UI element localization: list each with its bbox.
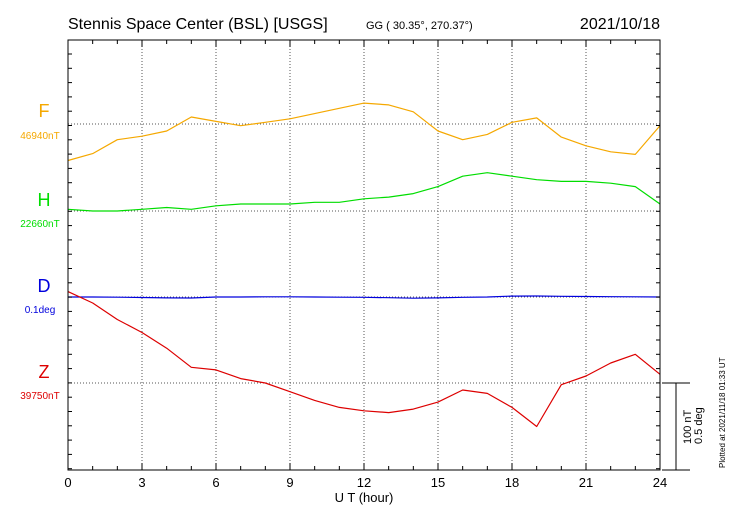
series-baseline-H: 22660nT: [20, 219, 59, 230]
x-tick-label-9: 9: [286, 475, 293, 490]
grid-lines: [68, 40, 660, 470]
scale-bar-deg-label: 0.5 deg: [693, 407, 705, 444]
series-lines: [67, 102, 661, 428]
x-tick-label-15: 15: [431, 475, 445, 490]
series-label-D: D: [38, 276, 51, 296]
scale-bar-nt-label: 100 nT: [682, 409, 694, 444]
series-baseline-F: 46940nT: [20, 131, 59, 142]
series-label-H: H: [38, 190, 51, 210]
series-label-Z: Z: [39, 362, 50, 382]
station-title: Stennis Space Center (BSL) [USGS]: [68, 16, 328, 33]
scale-bar: 100 nT 0.5 deg: [662, 382, 705, 471]
series-labels: F 46940nT H 22660nT D 0.1deg Z 39750nT: [20, 101, 59, 402]
x-tick-label-24: 24: [653, 475, 667, 490]
plot-frame: [67, 39, 661, 471]
y-ticks: [68, 53, 660, 470]
plotted-at-note: Plotted at 2021/11/18 01:33 UT: [718, 357, 727, 468]
series-line-Z: [67, 291, 661, 428]
x-tick-label-6: 6: [212, 475, 219, 490]
chart-date: 2021/10/18: [580, 16, 660, 33]
series-line-D: [68, 295, 661, 299]
series-baseline-D: 0.1deg: [25, 305, 56, 316]
x-tick-label-18: 18: [505, 475, 519, 490]
x-tick-label-21: 21: [579, 475, 593, 490]
x-tick-label-0: 0: [64, 475, 71, 490]
x-axis-label: U T (hour): [335, 490, 394, 505]
x-ticks: 0 3 6 9 12 15 18 21 24: [64, 40, 667, 490]
series-baseline-Z: 39750nT: [20, 391, 59, 402]
x-tick-label-3: 3: [138, 475, 145, 490]
x-tick-label-12: 12: [357, 475, 371, 490]
station-coords: GG ( 30.35°, 270.37°): [366, 20, 473, 32]
series-line-F: [67, 102, 661, 162]
series-line-H: [67, 172, 661, 212]
series-label-F: F: [39, 101, 50, 121]
